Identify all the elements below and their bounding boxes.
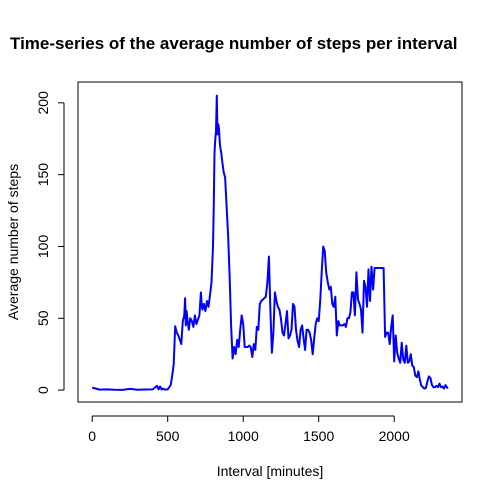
x-tick-label: 1000	[228, 428, 259, 444]
x-tick-label: 0	[88, 428, 96, 444]
x-tick-label: 1500	[303, 428, 334, 444]
y-tick-label: 150	[35, 163, 51, 187]
y-tick-label: 50	[35, 310, 51, 326]
x-tick-label: 2000	[379, 428, 410, 444]
x-axis: 0 500 1000 1500 2000	[88, 415, 410, 444]
y-axis-label: Average number of steps	[5, 164, 21, 320]
x-axis-label: Interval [minutes]	[217, 463, 324, 479]
y-tick-label: 200	[35, 91, 51, 115]
plot-area-frame	[77, 81, 463, 403]
y-tick-label: 0	[35, 386, 51, 394]
series-line-average-steps	[91, 94, 449, 391]
x-tick-label: 500	[156, 428, 180, 444]
chart-title: Time-series of the average number of ste…	[10, 34, 458, 53]
y-axis: 0 50 100 150 200	[35, 91, 65, 394]
series-group	[91, 94, 449, 391]
y-tick-label: 100	[35, 235, 51, 259]
